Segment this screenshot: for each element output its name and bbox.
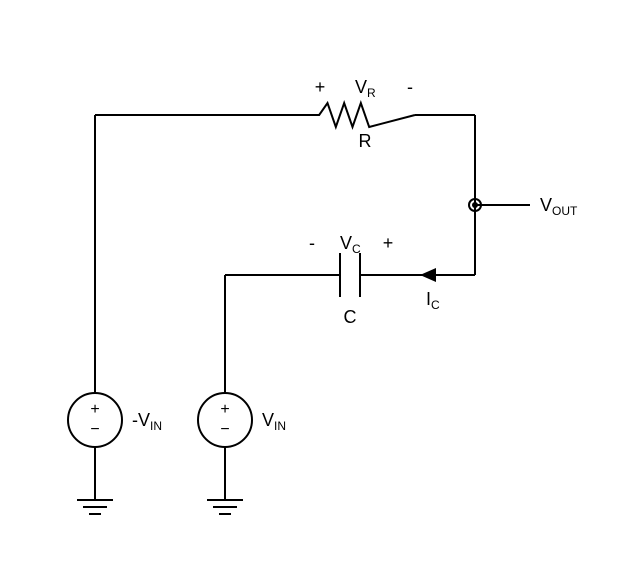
label-ic: IC	[426, 289, 440, 312]
label-vr-plus: +	[315, 77, 326, 97]
svg-text:+: +	[90, 401, 99, 418]
label-pos-vin: VIN	[262, 410, 286, 433]
label-vr-minus: -	[407, 77, 413, 97]
svg-text:−: −	[220, 421, 229, 438]
capacitor	[340, 253, 360, 297]
label-vout: VOUT	[540, 195, 578, 218]
current-arrow-ic	[420, 268, 436, 282]
circuit-diagram: + − + − + VR - R VOUT - VC + IC C -VIN V…	[0, 0, 640, 586]
ground-left	[77, 500, 113, 514]
label-c: C	[344, 307, 357, 327]
label-vc-plus: +	[383, 233, 394, 253]
label-r: R	[359, 131, 372, 151]
svg-text:−: −	[90, 421, 99, 438]
source-pos-vin: + −	[198, 393, 252, 447]
label-vc-minus: -	[309, 233, 315, 253]
label-neg-vin: -VIN	[132, 410, 162, 433]
ground-right	[207, 500, 243, 514]
svg-text:+: +	[220, 401, 229, 418]
label-vc: VC	[340, 233, 361, 256]
label-vr: VR	[355, 77, 376, 100]
source-neg-vin: + −	[68, 393, 122, 447]
resistor	[315, 103, 415, 127]
wires	[95, 115, 530, 500]
